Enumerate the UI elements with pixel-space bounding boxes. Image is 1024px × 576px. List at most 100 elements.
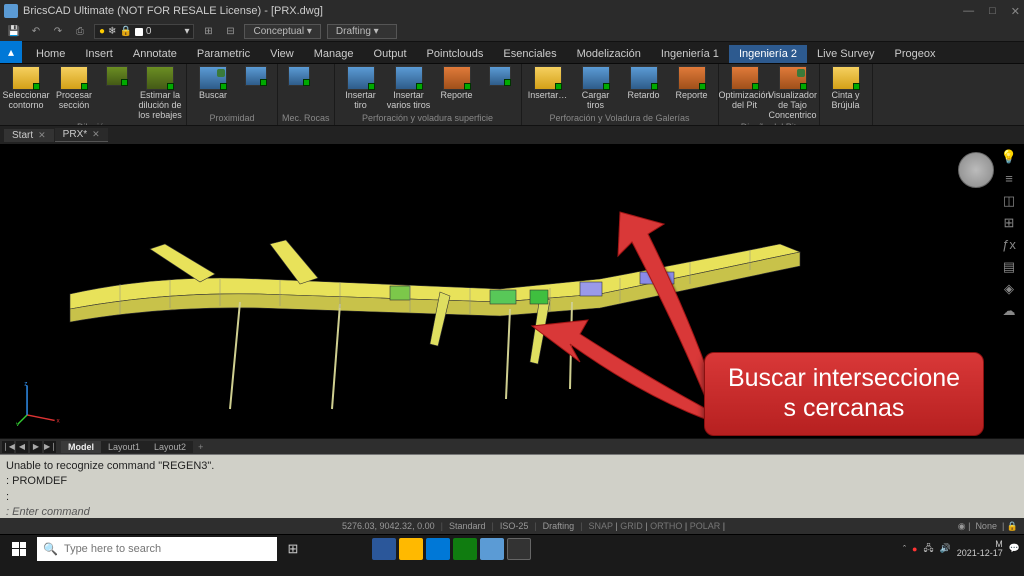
close-button[interactable]: ✕ — [1011, 5, 1020, 18]
tray-volume-icon[interactable]: 🔊 — [940, 543, 951, 554]
visual-style-dropdown[interactable]: Conceptual ▾ — [244, 24, 320, 39]
ribbon-button[interactable]: Buscar — [191, 66, 235, 101]
layout-nav-button[interactable]: ▶❘ — [44, 441, 56, 453]
ribbon-tab-home[interactable]: Home — [26, 45, 75, 63]
qat-save-icon[interactable]: 💾 — [6, 25, 22, 39]
system-tray[interactable]: ˆ ● 🖧 🔊 M 2021-12-17 💬 — [903, 540, 1020, 558]
ribbon-button-label: Retardo — [628, 91, 660, 101]
layout-tab[interactable]: Layout1 — [101, 441, 147, 453]
vtool-grid-icon[interactable]: ⊞ — [1000, 214, 1018, 232]
taskbar-app[interactable] — [507, 538, 531, 560]
ribbon-tab-output[interactable]: Output — [364, 45, 417, 63]
ribbon-button[interactable]: Optimización del Pit — [723, 66, 767, 111]
search-input[interactable] — [64, 543, 271, 555]
qat-redo-icon[interactable]: ↷ — [50, 25, 66, 39]
tray-chevron-icon[interactable]: ˆ — [903, 544, 906, 554]
qat-undo-icon[interactable]: ↶ — [28, 25, 44, 39]
taskbar-app[interactable] — [453, 538, 477, 560]
command-window[interactable]: Unable to recognize command "REGEN3". : … — [0, 454, 1024, 518]
ribbon-button[interactable] — [100, 66, 134, 87]
ribbon-button[interactable]: Visualizador de Tajo Concentrico — [771, 66, 815, 121]
status-toggle-polar[interactable]: POLAR — [690, 521, 721, 531]
ribbon-button[interactable]: Seleccionar contorno — [4, 66, 48, 111]
layout-tab[interactable]: Model — [61, 441, 101, 453]
ribbon-tab-live-survey[interactable]: Live Survey — [807, 45, 884, 63]
ribbon-button-label: Insertar varios tiros — [387, 91, 431, 111]
status-iso[interactable]: ISO-25 — [500, 521, 529, 531]
close-icon[interactable]: ✕ — [92, 129, 100, 140]
status-right[interactable]: None — [975, 521, 997, 531]
ribbon-button-icon — [395, 66, 423, 90]
qat-print-icon[interactable]: ⎙ — [72, 25, 88, 39]
ribbon-button[interactable] — [483, 66, 517, 87]
status-toggle-snap[interactable]: SNAP — [589, 521, 613, 531]
ribbon-button[interactable]: Cargar tiros — [574, 66, 618, 111]
tray-network-icon[interactable]: 🖧 — [923, 541, 933, 557]
app-menu-button[interactable]: ▴ — [0, 41, 22, 63]
vtool-cube-icon[interactable]: ◫ — [1000, 192, 1018, 210]
task-view-icon[interactable]: ⊞ — [280, 538, 306, 560]
ribbon-tab-view[interactable]: View — [260, 45, 304, 63]
ribbon-button[interactable] — [239, 66, 273, 87]
layout-nav-button[interactable]: ◀ — [16, 441, 28, 453]
taskbar-search[interactable]: 🔍 — [37, 537, 277, 561]
ribbon-button[interactable]: Reporte — [670, 66, 714, 101]
ribbon-tab-ingeniería-2[interactable]: Ingeniería 2 — [729, 45, 807, 63]
ribbon-button-icon — [106, 66, 128, 86]
model-viewport[interactable]: 💡 ≡ ◫ ⊞ ƒx ▤ ◈ ☁ — [0, 144, 1024, 438]
vtool-fx-icon[interactable]: ƒx — [1000, 236, 1018, 254]
panel-title: Perforación y Voladura de Galerías — [526, 112, 714, 125]
ribbon-tab-progeox[interactable]: Progeox — [885, 45, 946, 63]
document-tab[interactable]: PRX*✕ — [55, 128, 108, 142]
ribbon-tab-parametric[interactable]: Parametric — [187, 45, 260, 63]
close-icon[interactable]: ✕ — [38, 130, 46, 141]
ribbon-tab-ingeniería-1[interactable]: Ingeniería 1 — [651, 45, 729, 63]
taskbar-app[interactable] — [399, 538, 423, 560]
ribbon-button[interactable]: Insertar… — [526, 66, 570, 101]
ribbon-button[interactable]: Retardo — [622, 66, 666, 101]
view-cube[interactable] — [958, 152, 994, 188]
ribbon-button[interactable]: Insertar varios tiros — [387, 66, 431, 111]
maximize-button[interactable]: □ — [989, 5, 996, 18]
taskbar-app[interactable] — [480, 538, 504, 560]
minimize-button[interactable]: — — [963, 5, 974, 18]
ribbon-button[interactable] — [282, 66, 316, 87]
vtool-light-icon[interactable]: 💡 — [1000, 148, 1018, 166]
ribbon-button[interactable]: Reporte — [435, 66, 479, 101]
document-tab[interactable]: Start✕ — [4, 129, 54, 142]
taskbar-app[interactable] — [372, 538, 396, 560]
ribbon-tab-esenciales[interactable]: Esenciales — [493, 45, 566, 63]
vtool-widget-icon[interactable]: ◈ — [1000, 280, 1018, 298]
ribbon-button[interactable]: Procesar sección — [52, 66, 96, 111]
vtool-layers-icon[interactable]: ≡ — [1000, 170, 1018, 188]
axis-gizmo[interactable]: x y z — [16, 380, 62, 426]
start-button[interactable] — [4, 537, 34, 561]
ribbon-tab-manage[interactable]: Manage — [304, 45, 364, 63]
ribbon-button[interactable]: Insertar tiro — [339, 66, 383, 111]
status-mode[interactable]: Drafting — [543, 521, 575, 531]
ribbon-button-label: Reporte — [676, 91, 708, 101]
callout-text: Buscar interseccione s cercanas — [728, 364, 960, 422]
workspace-dropdown[interactable]: Drafting ▾ — [327, 24, 397, 39]
layout-nav-button[interactable]: ▶ — [30, 441, 42, 453]
ribbon-button[interactable]: Estimar la dilución de los rebajes — [138, 66, 182, 121]
status-toggle-ortho[interactable]: ORTHO — [650, 521, 682, 531]
vtool-section-icon[interactable]: ▤ — [1000, 258, 1018, 276]
ribbon-tab-annotate[interactable]: Annotate — [123, 45, 187, 63]
status-std[interactable]: Standard — [449, 521, 486, 531]
ribbon-tab-pointclouds[interactable]: Pointclouds — [417, 45, 494, 63]
notifications-icon[interactable]: 💬 — [1009, 543, 1020, 554]
taskbar-app[interactable] — [426, 538, 450, 560]
panel-title: Mec. Rocas — [282, 112, 330, 125]
qat-icon[interactable]: ⊟ — [222, 25, 238, 39]
vtool-cloud-icon[interactable]: ☁ — [1000, 302, 1018, 320]
layout-nav-button[interactable]: ❘◀ — [2, 441, 14, 453]
ribbon-tab-insert[interactable]: Insert — [75, 45, 123, 63]
layout-tab[interactable]: Layout2 — [147, 441, 193, 453]
status-toggle-grid[interactable]: GRID — [620, 521, 643, 531]
layer-selector[interactable]: ●❄🔒 0 ▾ — [94, 24, 194, 39]
add-layout-button[interactable]: + — [193, 442, 208, 452]
qat-icon[interactable]: ⊞ — [200, 25, 216, 39]
ribbon-tab-modelización[interactable]: Modelización — [567, 45, 651, 63]
ribbon-button[interactable]: Cinta y Brújula — [824, 66, 868, 111]
